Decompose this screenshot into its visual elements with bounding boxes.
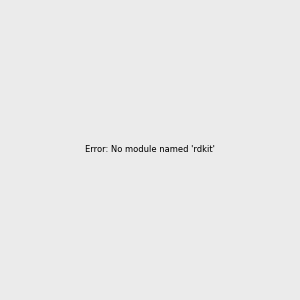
Text: Error: No module named 'rdkit': Error: No module named 'rdkit' [85,146,215,154]
